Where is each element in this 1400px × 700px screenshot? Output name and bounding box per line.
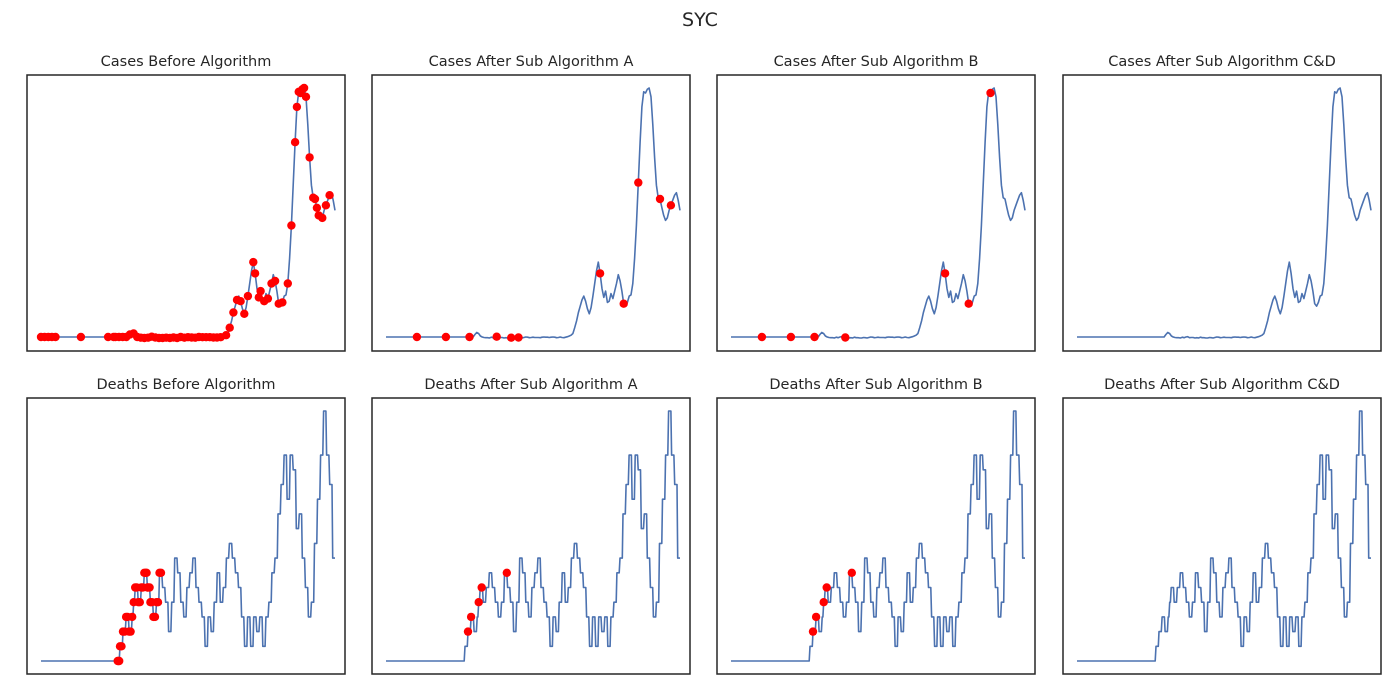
anomaly-marker <box>619 299 628 308</box>
anomaly-marker <box>292 102 302 112</box>
anomaly-marker <box>811 612 821 622</box>
anomaly-marker <box>117 642 126 651</box>
series-line <box>731 410 1025 662</box>
anomaly-marker <box>145 583 154 592</box>
anomaly-marker <box>126 627 135 636</box>
subplot-frame <box>26 397 346 675</box>
subplot-1: Cases Before Algorithm <box>26 54 346 352</box>
anomaly-marker <box>287 221 296 230</box>
series-line <box>386 410 680 662</box>
anomaly-marker <box>318 213 327 223</box>
series-line <box>41 410 335 662</box>
anomaly-marker <box>256 286 265 296</box>
anomaly-marker <box>240 309 249 318</box>
anomaly-marker <box>786 332 796 342</box>
anomaly-marker <box>841 333 850 342</box>
figure-suptitle: SYC <box>682 9 718 31</box>
subplot-title: Deaths After Sub Algorithm B <box>769 377 982 393</box>
anomaly-marker <box>221 331 231 340</box>
subplot-5: Deaths Before Algorithm <box>26 377 346 675</box>
anomaly-marker <box>290 138 300 147</box>
anomaly-marker <box>986 88 995 98</box>
anomaly-marker <box>502 568 511 577</box>
anomaly-marker <box>655 194 665 204</box>
series-line <box>1077 410 1371 662</box>
anomaly-marker <box>595 269 605 278</box>
anomaly-marker <box>283 279 292 288</box>
anomaly-marker <box>229 308 238 317</box>
subplot-frame <box>1062 74 1382 352</box>
anomaly-marker <box>940 269 950 278</box>
anomaly-marker <box>249 257 258 267</box>
anomaly-marker <box>819 598 828 607</box>
anomaly-marker <box>51 332 60 342</box>
anomaly-marker <box>310 194 320 204</box>
subplot-frame <box>371 74 691 352</box>
anomaly-marker <box>492 332 501 341</box>
anomaly-marker <box>250 269 260 278</box>
subplot-frame <box>1062 397 1382 675</box>
anomaly-marker <box>466 612 476 622</box>
anomaly-marker <box>634 178 643 187</box>
anomaly-marker <box>305 153 314 162</box>
anomaly-marker <box>808 627 818 636</box>
anomaly-marker <box>76 332 86 342</box>
subplot-title: Deaths Before Algorithm <box>96 377 275 393</box>
subplot-title: Cases After Sub Algorithm C&D <box>1108 54 1336 70</box>
anomaly-marker <box>441 332 451 342</box>
subplot-2: Cases After Sub Algorithm A <box>371 54 691 352</box>
subplot-title: Cases After Sub Algorithm B <box>774 54 979 70</box>
subplot-6: Deaths After Sub Algorithm A <box>371 377 691 675</box>
anomaly-marker <box>243 291 253 301</box>
subplot-frame <box>716 74 1036 352</box>
subplot-title: Deaths After Sub Algorithm C&D <box>1104 377 1340 393</box>
anomaly-marker <box>156 568 166 577</box>
subplot-4: Cases After Sub Algorithm C&D <box>1062 54 1382 352</box>
anomaly-marker <box>278 298 287 307</box>
anomaly-marker <box>263 294 273 303</box>
anomaly-marker <box>312 203 322 212</box>
anomaly-marker <box>477 583 486 592</box>
anomaly-marker <box>150 612 160 622</box>
subplot-title: Deaths After Sub Algorithm A <box>424 377 637 393</box>
anomaly-marker <box>964 299 973 308</box>
anomaly-marker <box>474 598 483 607</box>
anomaly-marker <box>142 568 151 577</box>
subplot-frame <box>716 397 1036 675</box>
anomaly-marker <box>301 92 311 102</box>
anomaly-marker <box>810 332 819 342</box>
anomaly-marker <box>128 612 137 622</box>
series-line <box>731 87 1026 339</box>
anomaly-marker <box>236 297 245 306</box>
subplot-frame <box>371 397 691 675</box>
anomaly-marker <box>115 656 124 666</box>
anomaly-marker <box>135 598 144 607</box>
series-line <box>1077 87 1372 339</box>
anomaly-marker <box>225 323 234 332</box>
subplot-title: Cases Before Algorithm <box>101 54 272 70</box>
anomaly-marker <box>757 332 767 342</box>
anomaly-marker <box>412 332 422 342</box>
anomaly-marker <box>514 333 523 342</box>
anomaly-marker <box>507 333 516 342</box>
subplot-title: Cases After Sub Algorithm A <box>429 54 634 70</box>
anomaly-marker <box>325 191 334 200</box>
anomaly-marker <box>847 568 856 577</box>
subplot-3: Cases After Sub Algorithm B <box>716 54 1036 352</box>
subplot-7: Deaths After Sub Algorithm B <box>716 377 1036 675</box>
subplot-frame <box>26 74 346 352</box>
anomaly-marker <box>465 332 474 342</box>
subplot-8: Deaths After Sub Algorithm C&D <box>1062 377 1382 675</box>
anomaly-marker <box>321 201 331 210</box>
anomaly-marker <box>153 598 163 607</box>
anomaly-marker <box>299 83 309 93</box>
series-line <box>386 87 681 339</box>
anomaly-marker <box>666 201 676 210</box>
anomaly-marker <box>270 276 280 286</box>
anomaly-marker <box>822 583 831 592</box>
anomaly-marker <box>463 627 473 636</box>
